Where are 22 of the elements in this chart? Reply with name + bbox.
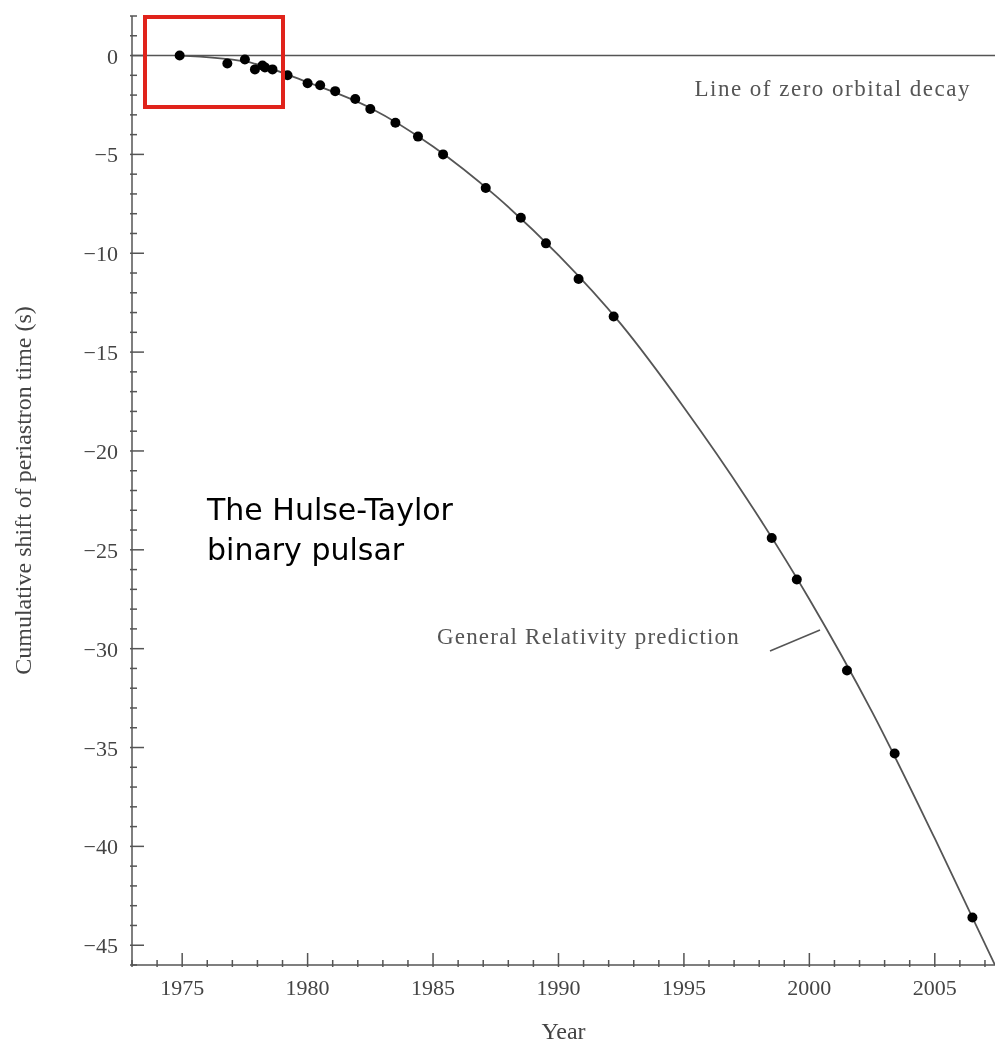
x-tick-label: 1980 [285, 975, 330, 1000]
y-tick-label: −35 [83, 735, 118, 761]
x-tick-label: 2005 [912, 975, 957, 1000]
x-tick-label: 1985 [411, 975, 456, 1000]
y-tick-label: 0 [107, 43, 118, 69]
y-tick-label: −25 [83, 537, 118, 563]
y-tick-label: −15 [83, 340, 118, 366]
y-tick-label: −30 [83, 636, 118, 662]
y-tick-label: −45 [83, 933, 118, 959]
x-tick-label: 1990 [536, 975, 581, 1000]
x-axis-title: Year [541, 1018, 586, 1044]
y-tick-label: −10 [83, 241, 118, 267]
y-tick-label: −40 [83, 834, 118, 860]
y-axis-title: Cumulative shift of periastron time (s) [9, 306, 36, 675]
y-tick-label: −20 [83, 438, 118, 464]
annotation: The Hulse-Taylor binary pulsar [207, 491, 454, 569]
x-tick-label: 1975 [160, 975, 205, 1000]
x-tick-label: 2000 [787, 975, 832, 1000]
y-tick-label: −5 [94, 142, 118, 168]
annotation: General Relativity prediction [435, 624, 740, 650]
x-tick-label: 1995 [661, 975, 706, 1000]
ref-line-label: Line of zero orbital decay [694, 75, 971, 101]
